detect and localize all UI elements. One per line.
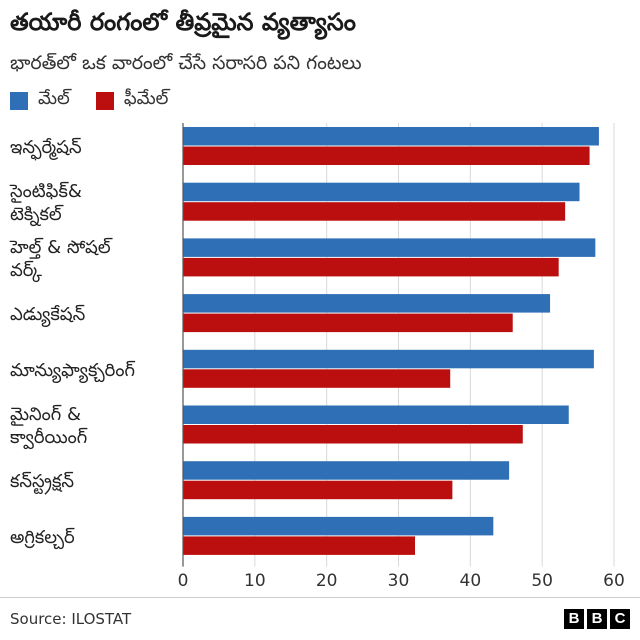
bar-male [183,127,599,146]
x-tick-label: 30 [388,571,410,591]
x-tick-label: 60 [603,571,625,591]
bar-female [183,536,415,555]
category-label: ఎడ్యుకేషన్ [10,304,85,327]
category-label: కన్‌స్ట్రక్షన్ [10,471,74,495]
footer-divider [0,597,640,598]
bar-male [183,350,594,369]
bar-male [183,406,569,425]
bar-male [183,294,550,313]
category-label: క్వారీయింగ్ [10,427,88,450]
x-tick-label: 40 [460,571,482,591]
bbc-logo-letter: B [564,609,584,629]
bar-female [183,369,450,388]
x-tick-label: 10 [244,571,266,591]
bar-chart: 0 10 20 30 40 50 60 ఇన్ఫర్మేషన్ సైంటిఫిక్&టెక్ని… [0,0,640,600]
category-label: సైంటిఫిక్& [9,181,82,203]
category-label: మాన్యుఫ్యాక్చరింగ్ [10,360,135,383]
bar-female [183,425,523,444]
bar-male [183,183,580,202]
bar-female [183,258,559,277]
category-label: మైనింగ్ & [10,404,81,426]
bar-male [183,461,509,480]
x-tick-label: 0 [178,571,189,591]
bar-male [183,238,595,257]
bar-female [183,202,565,221]
bar-female [183,147,590,166]
x-tick-label: 50 [531,571,553,591]
x-tick-label: 20 [316,571,338,591]
category-label: హెల్త్ & సోషల్ [9,237,113,259]
category-label: టెక్నికల్ [10,204,64,227]
bar-male [183,517,493,536]
bbc-logo-letter: C [610,609,630,629]
bbc-logo: B B C [561,609,630,629]
category-label: ఇన్ఫర్మేషన్ [10,137,82,161]
source-note: Source: ILOSTAT [10,610,131,628]
bar-female [183,481,452,500]
category-label: వర్క్ [10,260,42,283]
category-label: అగ్రికల్చర్ [10,527,75,550]
bbc-logo-letter: B [587,609,607,629]
bar-female [183,314,513,333]
